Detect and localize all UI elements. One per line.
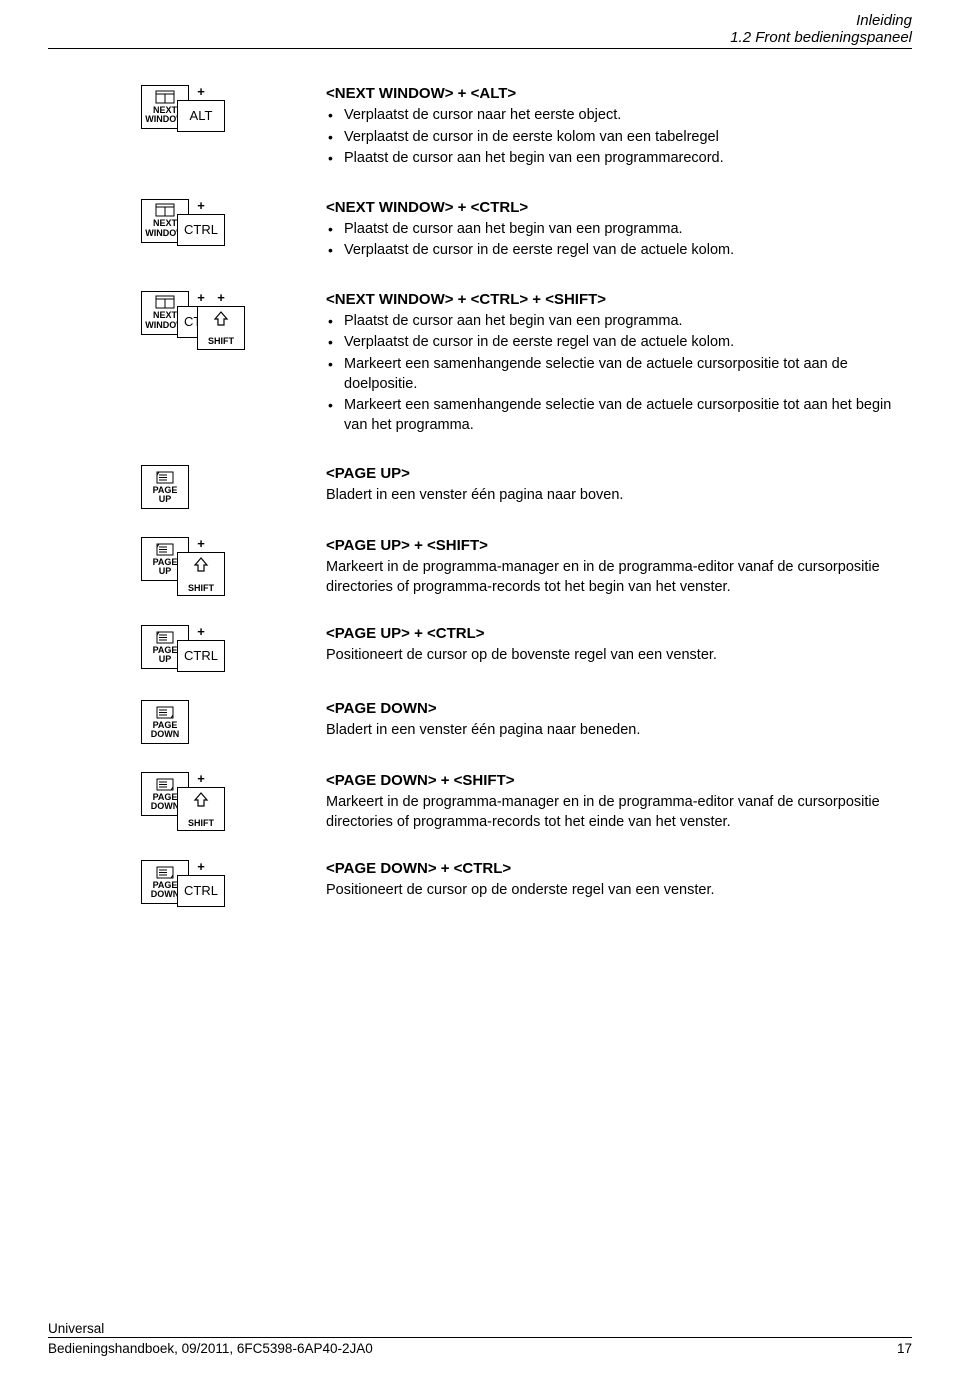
- shortcut-row: PAGEUP + CTRL <PAGE UP> + <CTRL> Positio…: [48, 625, 912, 672]
- plus-sign: +: [197, 291, 205, 304]
- shortcut-row: PAGEDOWN <PAGE DOWN> Bladert in een vens…: [48, 700, 912, 744]
- ctrl-key: CTRL: [177, 214, 225, 246]
- shortcut-title: <PAGE DOWN> + <SHIFT>: [326, 772, 912, 789]
- shortcut-description: <PAGE DOWN> Bladert in een venster één p…: [326, 700, 912, 741]
- shortcut-description: <PAGE UP> Bladert in een venster één pag…: [326, 465, 912, 506]
- plus-sign: +: [217, 291, 225, 304]
- shortcut-row: PAGEUP <PAGE UP> Bladert in een venster …: [48, 465, 912, 509]
- key-combo: NEXTWINDOW + CTRL + SHIFT: [48, 291, 326, 350]
- list-item: Verplaatst de cursor in de eerste regel …: [344, 333, 912, 353]
- list-item: Markeert een samenhangende selectie van …: [344, 355, 912, 394]
- shortcut-title: <NEXT WINDOW> + <CTRL>: [326, 199, 912, 216]
- shift-key: SHIFT: [177, 552, 225, 596]
- shortcut-row: PAGEDOWN + CTRL <PAGE DOWN> + <CTRL> Pos…: [48, 860, 912, 907]
- window-icon: [155, 90, 175, 104]
- plus-sign: +: [197, 860, 205, 873]
- shift-arrow-icon: [193, 557, 209, 573]
- window-icon: [155, 203, 175, 217]
- shortcut-row: NEXTWINDOW + CTRL + SHIFT <NEXT WINDOW> …: [48, 291, 912, 437]
- page-down-icon: [155, 865, 175, 879]
- list-item: Verplaatst de cursor in de eerste kolom …: [344, 128, 912, 148]
- plus-sign: +: [197, 85, 205, 98]
- key-combo: NEXTWINDOW + ALT: [48, 85, 326, 132]
- shortcut-description: <NEXT WINDOW> + <ALT> Verplaatst de curs…: [326, 85, 912, 171]
- desc-text: Markeert in de programma-manager en in d…: [326, 558, 912, 597]
- content: NEXTWINDOW + ALT <NEXT WINDOW> + <ALT> V…: [48, 85, 912, 907]
- ctrl-key: CTRL: [177, 640, 225, 672]
- shortcut-title: <NEXT WINDOW> + <ALT>: [326, 85, 912, 102]
- shift-arrow-icon: [213, 311, 229, 327]
- desc-text: Positioneert de cursor op de bovenste re…: [326, 646, 912, 666]
- page-down-key: PAGEDOWN: [141, 700, 189, 744]
- shortcut-title: <NEXT WINDOW> + <CTRL> + <SHIFT>: [326, 291, 912, 308]
- list-item: Plaatst de cursor aan het begin van een …: [344, 220, 912, 240]
- shortcut-description: <NEXT WINDOW> + <CTRL> Plaatst de cursor…: [326, 199, 912, 263]
- footer-left: Bedieningshandboek, 09/2011, 6FC5398-6AP…: [48, 1341, 373, 1356]
- shortcut-description: <PAGE UP> + <CTRL> Positioneert de curso…: [326, 625, 912, 666]
- header-title: Inleiding: [48, 12, 912, 29]
- key-combo: PAGEUP + CTRL: [48, 625, 326, 672]
- ctrl-key: CTRL: [177, 875, 225, 907]
- list-item: Verplaatst de cursor in de eerste regel …: [344, 241, 912, 261]
- key-combo: PAGEDOWN: [48, 700, 326, 744]
- bullet-list: Plaatst de cursor aan het begin van een …: [326, 220, 912, 261]
- page-up-key: PAGEUP: [141, 465, 189, 509]
- key-combo: PAGEDOWN + CTRL: [48, 860, 326, 907]
- shortcut-title: <PAGE DOWN>: [326, 700, 912, 717]
- shortcut-row: NEXTWINDOW + ALT <NEXT WINDOW> + <ALT> V…: [48, 85, 912, 171]
- desc-text: Positioneert de cursor op de onderste re…: [326, 881, 912, 901]
- bullet-list: Verplaatst de cursor naar het eerste obj…: [326, 106, 912, 169]
- list-item: Plaatst de cursor aan het begin van een …: [344, 312, 912, 332]
- window-icon: [155, 295, 175, 309]
- shortcut-description: <NEXT WINDOW> + <CTRL> + <SHIFT> Plaatst…: [326, 291, 912, 437]
- alt-key: ALT: [177, 100, 225, 132]
- plus-sign: +: [197, 537, 205, 550]
- page-up-icon: [155, 542, 175, 556]
- desc-text: Bladert in een venster één pagina naar b…: [326, 486, 912, 506]
- shortcut-title: <PAGE DOWN> + <CTRL>: [326, 860, 912, 877]
- shift-key: SHIFT: [177, 787, 225, 831]
- footer-pre: Universal: [48, 1321, 912, 1336]
- shortcut-description: <PAGE UP> + <SHIFT> Markeert in de progr…: [326, 537, 912, 597]
- list-item: Plaatst de cursor aan het begin van een …: [344, 149, 912, 169]
- shortcut-description: <PAGE DOWN> + <SHIFT> Markeert in de pro…: [326, 772, 912, 832]
- key-combo: NEXTWINDOW + CTRL: [48, 199, 326, 246]
- shortcut-title: <PAGE UP> + <CTRL>: [326, 625, 912, 642]
- list-item: Verplaatst de cursor naar het eerste obj…: [344, 106, 912, 126]
- page-number: 17: [897, 1341, 912, 1356]
- desc-text: Bladert in een venster één pagina naar b…: [326, 721, 912, 741]
- shortcut-row: PAGEDOWN + SHIFT <PAGE DOWN> + <SHIFT> M…: [48, 772, 912, 832]
- list-item: Markeert een samenhangende selectie van …: [344, 396, 912, 435]
- page-down-icon: [155, 705, 175, 719]
- footer-rule: [48, 1337, 912, 1338]
- page-up-icon: [155, 470, 175, 484]
- shortcut-title: <PAGE UP>: [326, 465, 912, 482]
- page-footer: Universal Bedieningshandboek, 09/2011, 6…: [48, 1321, 912, 1356]
- shortcut-row: NEXTWINDOW + CTRL <NEXT WINDOW> + <CTRL>…: [48, 199, 912, 263]
- header-rule: [48, 48, 912, 49]
- header-subtitle: 1.2 Front bedieningspaneel: [48, 29, 912, 46]
- shift-arrow-icon: [193, 792, 209, 808]
- shortcut-description: <PAGE DOWN> + <CTRL> Positioneert de cur…: [326, 860, 912, 901]
- shortcut-row: PAGEUP + SHIFT <PAGE UP> + <SHIFT> Marke…: [48, 537, 912, 597]
- key-combo: PAGEDOWN + SHIFT: [48, 772, 326, 831]
- plus-sign: +: [197, 199, 205, 212]
- plus-sign: +: [197, 772, 205, 785]
- page-down-icon: [155, 777, 175, 791]
- bullet-list: Plaatst de cursor aan het begin van een …: [326, 312, 912, 435]
- shift-key: SHIFT: [197, 306, 245, 350]
- key-combo: PAGEUP: [48, 465, 326, 509]
- desc-text: Markeert in de programma-manager en in d…: [326, 793, 912, 832]
- key-combo: PAGEUP + SHIFT: [48, 537, 326, 596]
- page-up-icon: [155, 630, 175, 644]
- plus-sign: +: [197, 625, 205, 638]
- page-header: Inleiding 1.2 Front bedieningspaneel: [48, 0, 912, 49]
- shortcut-title: <PAGE UP> + <SHIFT>: [326, 537, 912, 554]
